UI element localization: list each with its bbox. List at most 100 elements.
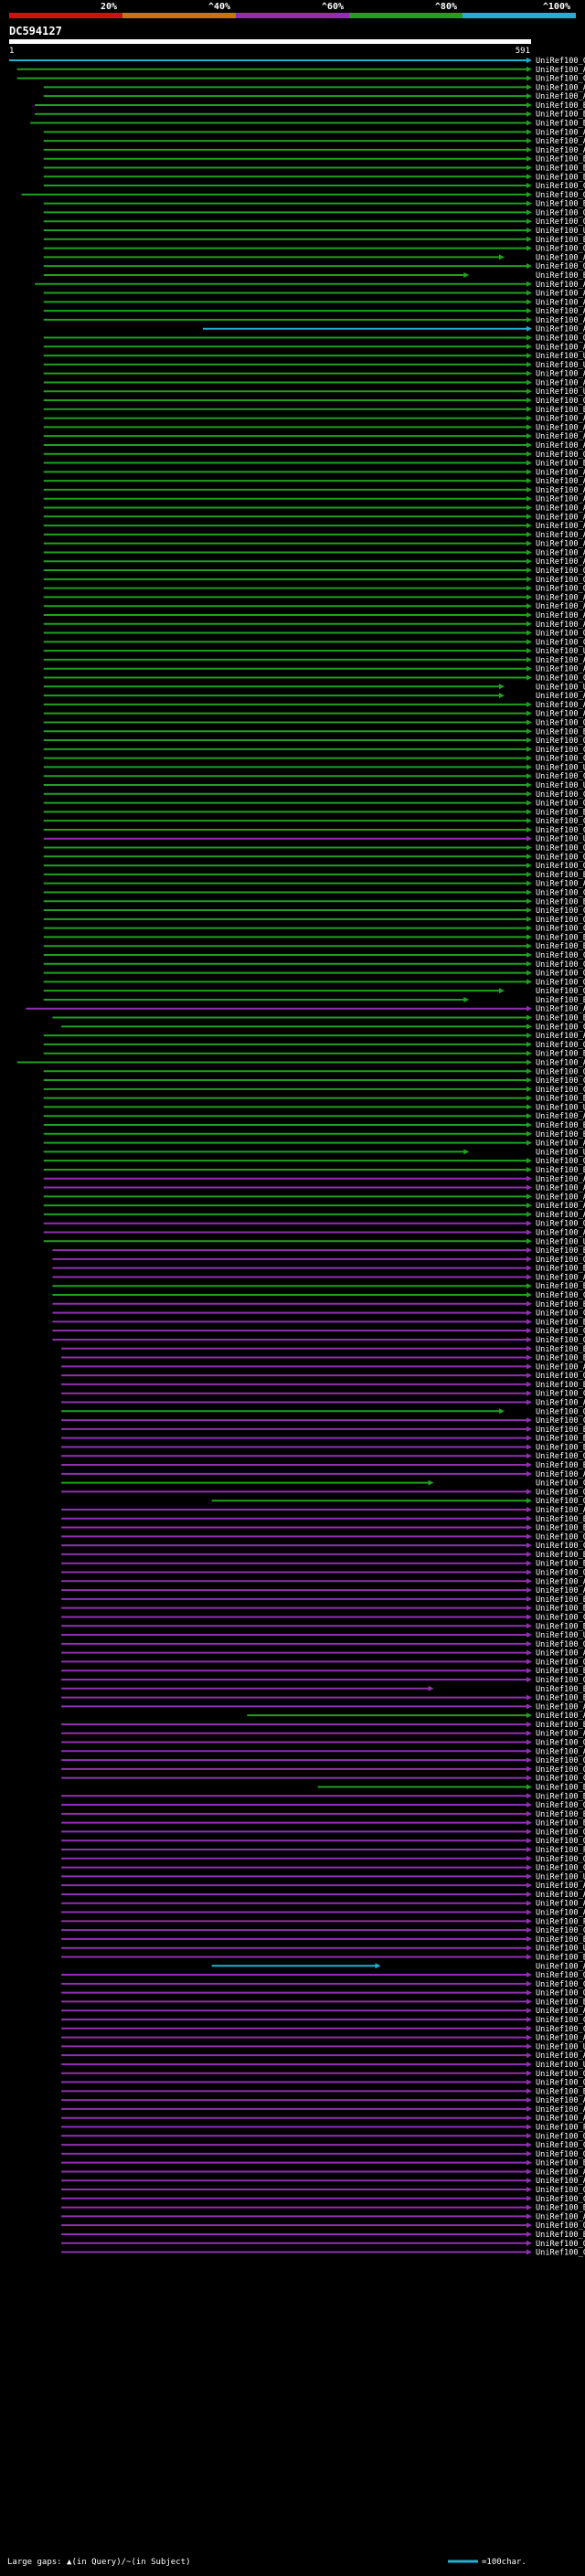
hit-label[interactable]: UniRef100_A5A377 — [536, 2115, 585, 2124]
hit-label[interactable]: UniRef100_C5WZF8 — [536, 817, 585, 826]
hit-label[interactable]: UniRef100_Q8LF12 — [536, 1658, 585, 1667]
hit-label[interactable]: UniRef100_A5A2S3 — [536, 1470, 585, 1479]
hit-label[interactable]: UniRef100_C5WYY7 — [536, 638, 585, 647]
hit-label[interactable]: UniRef100_B9GN52 — [536, 460, 585, 469]
hit-label[interactable]: UniRef100_B9GJ32 — [536, 727, 585, 737]
hit-label[interactable]: UniRef100_B9DFC0 — [536, 1300, 585, 1309]
hit-label[interactable]: UniRef100_A5AKU7 — [536, 531, 585, 540]
hit-label[interactable]: UniRef100_A7QTL8 — [536, 1882, 585, 1891]
hit-label[interactable]: UniRef100_Q2TUW0 — [536, 2186, 585, 2195]
hit-label[interactable]: UniRef100_C6KYR3 — [536, 2025, 585, 2034]
hit-label[interactable]: UniRef100_B9MPS7 — [536, 406, 585, 415]
hit-label[interactable]: UniRef100_Q6EQL8 — [536, 1452, 585, 1461]
hit-label[interactable]: UniRef100_A9B049 — [536, 1228, 585, 1237]
hit-label[interactable]: UniRef100_C5YNI2 — [536, 906, 585, 916]
hit-label[interactable]: UniRef100_Q336T3 — [536, 576, 585, 585]
hit-label[interactable]: UniRef100_Q8LFQ6 — [536, 1336, 585, 1345]
hit-label[interactable]: UniRef100_P51092 — [536, 2123, 585, 2132]
hit-label[interactable]: UniRef100_A7QH27 — [536, 1193, 585, 1202]
hit-label[interactable]: UniRef100_Q8H620 — [536, 1640, 585, 1649]
hit-label[interactable]: UniRef100_B9T5W6 — [536, 1282, 585, 1291]
hit-label[interactable]: UniRef100_UP1000... — [536, 2042, 585, 2051]
hit-label[interactable]: UniRef100_A7PK51 — [536, 137, 585, 146]
hit-label[interactable]: UniRef100_B9I1A0 — [536, 173, 585, 182]
hit-label[interactable]: UniRef100_UP1000... — [536, 781, 585, 790]
hit-label[interactable]: UniRef100_A7NW31 — [536, 710, 585, 719]
hit-label[interactable]: UniRef100_B9S9A0 — [536, 2231, 585, 2240]
hit-label[interactable]: UniRef100_B6TAG2 — [536, 1130, 585, 1140]
hit-label[interactable]: UniRef100_UP1000... — [536, 2061, 585, 2070]
hit-label[interactable]: UniRef100_A7QQM3 — [536, 92, 585, 101]
hit-label[interactable]: UniRef100_A9P9C1 — [536, 128, 585, 137]
hit-label[interactable]: UniRef100_A5AIR0 — [536, 281, 585, 290]
hit-label[interactable]: UniRef100_B9HFL8 — [536, 1792, 585, 1801]
hit-label[interactable]: UniRef100_C5WLP7 — [536, 755, 585, 764]
hit-label[interactable]: UniRef100_A5BSD9 — [536, 1900, 585, 1909]
hit-label[interactable]: UniRef100_UP1000... — [536, 647, 585, 656]
hit-label[interactable]: UniRef100_Q7S1P9 — [536, 970, 585, 979]
hit-label[interactable]: UniRef100_A7PCG3 — [536, 316, 585, 325]
hit-label[interactable]: UniRef100_A7QV91 — [536, 656, 585, 665]
hit-label[interactable]: UniRef100_A5BE52 — [536, 2096, 585, 2105]
hit-label[interactable]: UniRef100_Q9FFF6 — [536, 1372, 585, 1381]
hit-label[interactable]: UniRef100_C5XI48 — [536, 1291, 585, 1300]
hit-label[interactable]: UniRef100_A7PTC0 — [536, 2168, 585, 2177]
hit-label[interactable]: UniRef100_A3C797 — [536, 1112, 585, 1121]
hit-label[interactable]: UniRef100_A9NW44 — [536, 1058, 585, 1067]
hit-label[interactable]: UniRef100_C5ZSD9 — [536, 2195, 585, 2204]
hit-label[interactable]: UniRef100_C5WYV6 — [536, 790, 585, 800]
hit-label[interactable]: UniRef100_A7PN27 — [536, 692, 585, 701]
hit-label[interactable]: UniRef100_B9GT28 — [536, 871, 585, 880]
hit-label[interactable]: UniRef100_B9HSN0 — [536, 1426, 585, 1435]
hit-label[interactable]: UniRef100_B9SS41 — [536, 1095, 585, 1104]
hit-label[interactable]: UniRef100_UP1000... — [536, 1148, 585, 1157]
hit-label[interactable]: UniRef100_C5X5C4 — [536, 888, 585, 897]
hit-label[interactable]: UniRef100_A2XJD7 — [536, 1273, 585, 1282]
hit-label[interactable]: UniRef100_UP1000... — [536, 227, 585, 236]
hit-label[interactable]: UniRef100_A7PIR3 — [536, 665, 585, 674]
hit-label[interactable]: UniRef100_A7QV86 — [536, 495, 585, 504]
hit-label[interactable]: UniRef100_B6TUM5 — [536, 1810, 585, 1819]
hit-label[interactable]: UniRef100_Q8GVX1 — [536, 1971, 585, 1980]
hit-label[interactable]: UniRef100_B9MWM6 — [536, 1595, 585, 1605]
hit-label[interactable]: UniRef100_Q75KE1 — [536, 1256, 585, 1265]
hit-label[interactable]: UniRef100_A2XZ70 — [536, 1577, 585, 1586]
hit-label[interactable]: UniRef100_Q2S581 — [536, 2240, 585, 2249]
hit-label[interactable]: UniRef100_C5YP79 — [536, 1864, 585, 1873]
hit-label[interactable]: UniRef100_B9GJ31 — [536, 111, 585, 120]
hit-label[interactable]: UniRef100_Q6EPA2 — [536, 2221, 585, 2231]
hit-label[interactable]: UniRef100_B9H703 — [536, 1605, 585, 1614]
hit-label[interactable]: UniRef100_Q9LY48 — [536, 1220, 585, 1229]
hit-label[interactable]: UniRef100_A7PK52 — [536, 83, 585, 92]
hit-label[interactable]: UniRef100_Q9SYM7 — [536, 334, 585, 343]
hit-label[interactable]: UniRef100_Q8LCL0 — [536, 862, 585, 871]
hit-label[interactable]: UniRef100_P93120 — [536, 1846, 585, 1855]
hit-label[interactable]: UniRef100_Q9FN27 — [536, 1756, 585, 1765]
hit-label[interactable]: UniRef100_C5YR03 — [536, 960, 585, 970]
hit-label[interactable]: UniRef100_C4J8V0 — [536, 1542, 585, 1551]
hit-label[interactable]: UniRef100_A5AU36 — [536, 441, 585, 451]
hit-label[interactable]: UniRef100_A2Z963 — [536, 513, 585, 522]
hit-label[interactable]: UniRef100_C5WZG3 — [536, 674, 585, 684]
hit-label[interactable]: UniRef100_B9ZTH6 — [536, 1953, 585, 1962]
hit-label[interactable]: UniRef100_A9B476 — [536, 1184, 585, 1193]
hit-label[interactable]: UniRef100_B9GHR6 — [536, 1694, 585, 1703]
hit-label[interactable]: UniRef100_UP1000... — [536, 1631, 585, 1640]
hit-label[interactable]: UniRef100_A5AJL5 — [536, 343, 585, 352]
hit-label[interactable]: UniRef100_B9HHQ5 — [536, 1354, 585, 1363]
hit-label[interactable]: UniRef100_B6S3R4 — [536, 1461, 585, 1470]
hit-label[interactable]: UniRef100_C5X147 — [536, 1023, 585, 1032]
hit-label[interactable]: UniRef100_B9MPP5 — [536, 236, 585, 245]
hit-label[interactable]: UniRef100_C5YQ07 — [536, 1327, 585, 1336]
hit-label[interactable]: UniRef100_A2Z9S9 — [536, 880, 585, 889]
hit-label[interactable]: UniRef100_P51093 — [536, 1917, 585, 1926]
hit-label[interactable]: UniRef100_C5WZM8 — [536, 1479, 585, 1489]
hit-label[interactable]: UniRef100_B4FFN2 — [536, 996, 585, 1005]
hit-label[interactable]: UniRef100_Q69R32 — [536, 1041, 585, 1050]
hit-label[interactable]: UniRef100_C5T8L5 — [536, 1309, 585, 1319]
hit-label[interactable]: UniRef100_A0A039 — [536, 1506, 585, 1515]
hit-label[interactable]: UniRef100_A7QV93 — [536, 325, 585, 334]
hit-label[interactable]: UniRef100_A7QV77 — [536, 620, 585, 630]
hit-label[interactable]: UniRef100_B7FM20 — [536, 1246, 585, 1256]
hit-label[interactable]: UniRef100_B4FMP9 — [536, 1560, 585, 1569]
